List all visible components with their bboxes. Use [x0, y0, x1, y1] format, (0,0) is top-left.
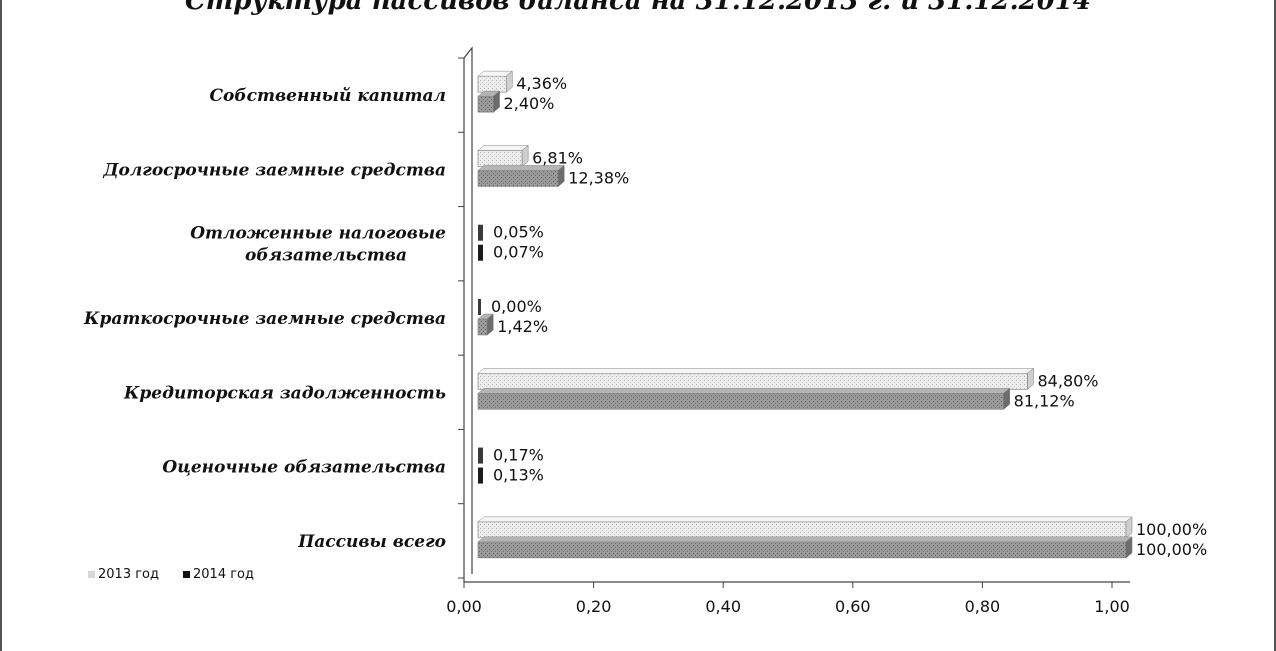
- bar: [478, 299, 481, 315]
- legend-swatch: [183, 571, 190, 578]
- data-label: 81,12%: [1014, 391, 1075, 410]
- bar: [478, 467, 483, 484]
- bar: [477, 144, 529, 167]
- chart-title: Структура пассивов баланса на 31.12.2013…: [185, 0, 1091, 16]
- data-label: 0,00%: [491, 297, 542, 316]
- legend-label: 2013 год: [98, 567, 159, 582]
- value-axis-wall: [463, 46, 473, 582]
- category-label: Долгосрочные заемные средства: [102, 160, 446, 180]
- legend-swatch: [88, 571, 95, 578]
- data-label: 2,40%: [504, 94, 555, 113]
- data-label: 0,05%: [493, 223, 544, 242]
- category-label: Пассивы всего: [297, 532, 446, 552]
- category-label: Краткосрочные заемные средства: [83, 309, 446, 329]
- chart-bars: [477, 70, 1133, 559]
- category-label: Собственный капитал: [209, 86, 446, 106]
- chart-axes: [458, 46, 1130, 588]
- data-label: 0,13%: [493, 466, 544, 485]
- bar: [478, 244, 483, 261]
- data-label: 84,80%: [1038, 371, 1099, 390]
- data-label: 0,07%: [493, 243, 544, 262]
- chart-labels: 0,00 0,20 0,40 0,60 0,80 1,00 4,36%2,40% Собств…: [83, 74, 1207, 616]
- x-tick-label: 0,60: [835, 597, 871, 616]
- legend-item: 2013 год: [88, 567, 159, 582]
- bar: [477, 70, 513, 93]
- x-tick-label: 0,00: [446, 597, 482, 616]
- bar: [477, 536, 1133, 559]
- data-label: 100,00%: [1136, 520, 1207, 539]
- x-tick-label: 1,00: [1094, 597, 1130, 616]
- bar: [477, 313, 494, 336]
- bar: [477, 387, 1011, 410]
- data-label: 4,36%: [516, 74, 567, 93]
- x-tick-label: 0,80: [965, 597, 1001, 616]
- bar: [477, 516, 1133, 539]
- category-label: Кредиторская задолженность: [123, 383, 446, 403]
- bar: [477, 367, 1035, 390]
- bar: [477, 90, 501, 113]
- data-label: 0,17%: [493, 446, 544, 465]
- data-label: 1,42%: [497, 317, 548, 336]
- chart-legend: 2013 год 2014 год: [88, 567, 254, 582]
- bar: [478, 447, 483, 464]
- x-tick-label: 0,20: [576, 597, 612, 616]
- bar: [477, 164, 565, 187]
- category-label: Отложенные налоговые обязательства: [190, 224, 446, 266]
- x-tick-label: 0,40: [705, 597, 741, 616]
- category-label: Оценочные обязательства: [162, 458, 446, 478]
- data-label: 6,81%: [532, 148, 583, 167]
- legend-label: 2014 год: [193, 567, 254, 582]
- bar: [478, 224, 483, 241]
- data-label: 12,38%: [568, 168, 629, 187]
- data-label: 100,00%: [1136, 540, 1207, 559]
- legend-item: 2014 год: [183, 567, 254, 582]
